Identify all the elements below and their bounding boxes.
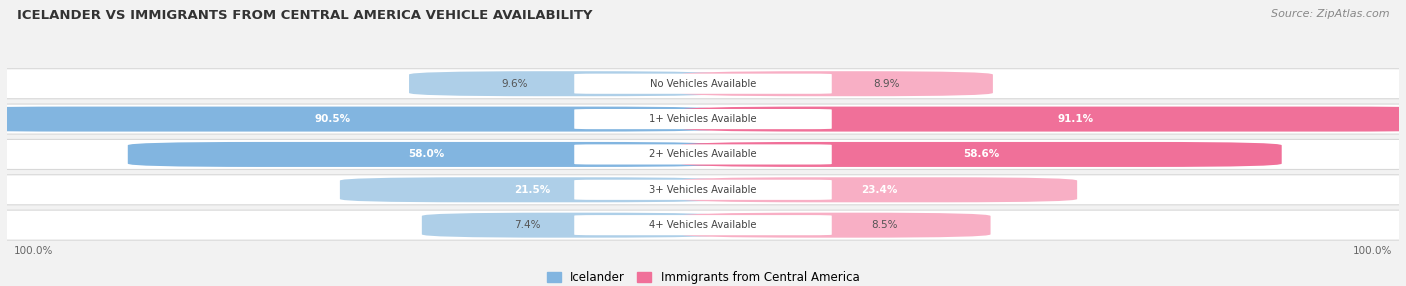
Text: 91.1%: 91.1% — [1057, 114, 1094, 124]
Text: 58.6%: 58.6% — [963, 150, 1000, 159]
Text: 2+ Vehicles Available: 2+ Vehicles Available — [650, 150, 756, 159]
Text: 8.9%: 8.9% — [873, 79, 900, 89]
FancyBboxPatch shape — [340, 177, 725, 202]
FancyBboxPatch shape — [574, 109, 832, 129]
Text: Source: ZipAtlas.com: Source: ZipAtlas.com — [1271, 9, 1389, 19]
FancyBboxPatch shape — [681, 142, 1282, 167]
Text: 90.5%: 90.5% — [314, 114, 350, 124]
Text: 8.5%: 8.5% — [872, 220, 898, 230]
Text: 4+ Vehicles Available: 4+ Vehicles Available — [650, 220, 756, 230]
FancyBboxPatch shape — [681, 107, 1406, 132]
Text: No Vehicles Available: No Vehicles Available — [650, 79, 756, 89]
FancyBboxPatch shape — [681, 213, 991, 238]
Text: ICELANDER VS IMMIGRANTS FROM CENTRAL AMERICA VEHICLE AVAILABILITY: ICELANDER VS IMMIGRANTS FROM CENTRAL AME… — [17, 9, 592, 21]
Text: 7.4%: 7.4% — [515, 220, 541, 230]
FancyBboxPatch shape — [0, 210, 1406, 240]
FancyBboxPatch shape — [0, 69, 1406, 99]
Text: 100.0%: 100.0% — [14, 246, 53, 256]
FancyBboxPatch shape — [422, 213, 725, 238]
FancyBboxPatch shape — [0, 107, 725, 132]
Text: 3+ Vehicles Available: 3+ Vehicles Available — [650, 185, 756, 195]
FancyBboxPatch shape — [574, 180, 832, 200]
FancyBboxPatch shape — [0, 175, 1406, 205]
FancyBboxPatch shape — [128, 142, 725, 167]
FancyBboxPatch shape — [681, 71, 993, 96]
Legend: Icelander, Immigrants from Central America: Icelander, Immigrants from Central Ameri… — [541, 266, 865, 286]
FancyBboxPatch shape — [574, 144, 832, 164]
Text: 23.4%: 23.4% — [860, 185, 897, 195]
Text: 21.5%: 21.5% — [515, 185, 551, 195]
FancyBboxPatch shape — [409, 71, 725, 96]
FancyBboxPatch shape — [0, 139, 1406, 170]
Text: 58.0%: 58.0% — [409, 150, 444, 159]
FancyBboxPatch shape — [0, 104, 1406, 134]
Text: 100.0%: 100.0% — [1353, 246, 1392, 256]
Text: 9.6%: 9.6% — [502, 79, 529, 89]
FancyBboxPatch shape — [681, 177, 1077, 202]
FancyBboxPatch shape — [574, 74, 832, 94]
FancyBboxPatch shape — [574, 215, 832, 235]
Text: 1+ Vehicles Available: 1+ Vehicles Available — [650, 114, 756, 124]
